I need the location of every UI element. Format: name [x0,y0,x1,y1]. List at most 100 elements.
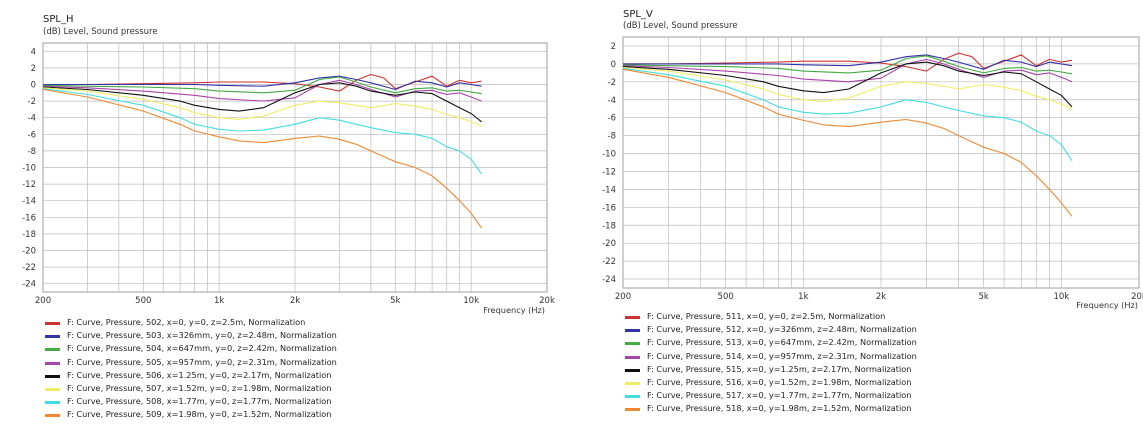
series-line-1 [623,52,1073,72]
y-tick-label: -22 [602,257,616,267]
legend-swatch [625,382,640,385]
legend-swatch [625,408,640,412]
legend-label: F: Curve, Pressure, 507, x=1.52m, y=0, z… [67,383,332,393]
x-tick-label: 10k [1053,292,1069,302]
y-tick-label: -4 [28,114,36,124]
series-line-3 [622,55,1073,75]
chart-title: SPL_V [623,9,653,20]
y-tick-label: -20 [602,239,616,249]
legend-label: F: Curve, Pressure, 512, x=0, y=326mm, z… [647,324,917,335]
y-tick-label: -2 [608,78,616,88]
legend-label: F: Curve, Pressure, 502, x=0, y=0, z=2.5… [67,317,306,327]
legend-swatch [45,335,60,339]
y-tick-label: 2 [611,42,616,52]
series-line-7 [42,88,483,175]
y-tick-label: -18 [602,221,616,231]
y-grid [43,50,547,285]
y-tick-label: -16 [602,203,616,213]
y-tick-label: 2 [31,64,36,74]
legend-label: F: Curve, Pressure, 503, x=326mm, y=0, z… [67,330,337,341]
legend-label: F: Curve, Pressure, 518, x=0, y=1.98m, z… [647,403,912,414]
legend-label: F: Curve, Pressure, 511, x=0, y=0, z=2.5… [647,311,886,321]
legend-label: F: Curve, Pressure, 509, x=1.98m, y=0, z… [67,409,332,420]
x-axis-label: Frequency (Hz) [1076,300,1138,310]
x-tick-label: 2k [876,292,886,302]
y-grid [623,45,1139,280]
series-line-3 [42,76,482,95]
legend-swatch [625,368,640,372]
y-tick-label: -4 [608,96,616,106]
legend-swatch [625,329,640,333]
series-line-5 [622,61,1073,108]
y-tick-label: -6 [28,130,36,140]
series-line-6 [42,87,482,127]
chart-legend: F: Curve, Pressure, 511, x=0, y=0, z=2.5… [625,311,1140,421]
x-axis-label: Frequency (Hz) [483,305,545,315]
legend-swatch [45,401,60,405]
series-line-5 [42,82,482,123]
x-tick-label: 1k [798,292,808,302]
legend-swatch [45,361,60,365]
y-tick-label: 0 [31,81,36,91]
y-tick-label: -14 [22,197,36,207]
chart-panel-spl-h: SPL_H (dB) Level, Sound pressure 4 2 0 -2 -4… [0,0,570,437]
legend-label: F: Curve, Pressure, 514, x=0, y=957mm, z… [647,350,917,361]
y-tick-label: -10 [602,150,616,160]
series-line-2 [623,54,1073,70]
chart-panel-spl-v: SPL_V (dB) Level, Sound pressure 2 0 -2 -4 -… [573,0,1143,437]
series-line-8 [622,68,1073,217]
y-tick-label: 4 [31,47,36,57]
x-tick-label: 500 [135,296,151,306]
series-line-6 [622,66,1073,110]
chart-subtitle: (dB) Level, Sound pressure [623,21,738,31]
chart-title: SPL_H [43,14,74,25]
chart-plot-spl-v: 2 0 -2 -4 -6 -8 -10 -12 -14 -16 -18 -20 -22 -24 200 500… [602,36,1143,310]
series-line-4 [42,79,482,102]
y-tick-label: -12 [22,180,36,190]
legend-label: F: Curve, Pressure, 505, x=957mm, y=0, z… [67,356,337,367]
chart-plot-spl-h: 4 2 0 -2 -4 -6 -8 -10 -12 -14 -16 -18 -20 -22 -24 200 50… [22,42,555,315]
series-line-1 [43,73,482,92]
x-tick-label: 200 [35,296,51,306]
series-group [42,73,483,229]
y-tick-label: -18 [22,230,36,240]
y-tick-label: -22 [22,263,36,273]
y-tick-label: -20 [22,247,36,257]
x-tick-label: 20k [539,296,555,306]
legend-label: F: Curve, Pressure, 516, x=0, y=1.52m, z… [647,377,912,387]
legend-label: F: Curve, Pressure, 506, x=1.25m, y=0, z… [67,369,332,380]
x-grid [668,37,1062,288]
y-tick-label: -8 [608,132,616,142]
x-tick-label: 2k [290,296,300,306]
y-tick-label: -6 [608,114,616,124]
y-tick-label: -16 [22,213,36,223]
y-tick-label: -10 [22,164,36,174]
legend-swatch [45,374,60,378]
y-tick-label: -14 [602,185,616,195]
x-tick-label: 20k [1131,292,1143,302]
x-tick-label: 5k [978,292,988,302]
y-tick-label: -2 [28,97,36,107]
legend-swatch [45,348,60,352]
legend-swatch [625,342,640,346]
legend-label: F: Curve, Pressure, 517, x=0, y=1.77m, z… [647,390,912,401]
series-group [622,52,1073,217]
legend-swatch [625,316,640,319]
legend-swatch [45,414,60,418]
legend-swatch [625,395,640,399]
legend-swatch [45,322,60,325]
y-tick-label: -24 [22,280,36,290]
x-tick-label: 500 [718,292,734,302]
series-line-2 [43,75,482,91]
y-tick-label: -8 [28,147,36,157]
series-line-4 [622,58,1073,83]
legend-swatch [45,388,60,391]
legend-label: F: Curve, Pressure, 513, x=0, y=647mm, z… [647,337,917,348]
chart-subtitle: (dB) Level, Sound pressure [43,27,158,37]
series-line-7 [622,67,1073,162]
chart-legend: F: Curve, Pressure, 502, x=0, y=0, z=2.5… [45,317,565,427]
y-tick-label: 0 [611,60,616,70]
x-tick-label: 1k [214,296,224,306]
x-tick-label: 5k [390,296,400,306]
y-tick-label: -12 [602,167,616,177]
